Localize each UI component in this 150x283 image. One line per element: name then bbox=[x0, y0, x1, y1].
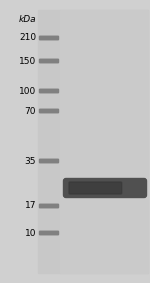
FancyBboxPatch shape bbox=[39, 159, 58, 163]
FancyBboxPatch shape bbox=[39, 89, 58, 93]
Text: 150: 150 bbox=[19, 57, 36, 65]
Text: 210: 210 bbox=[19, 33, 36, 42]
Text: 35: 35 bbox=[24, 156, 36, 166]
Text: 100: 100 bbox=[19, 87, 36, 95]
Text: 17: 17 bbox=[24, 201, 36, 211]
Bar bbox=[60, 10, 148, 273]
FancyBboxPatch shape bbox=[39, 231, 58, 235]
FancyBboxPatch shape bbox=[39, 59, 58, 63]
Text: 70: 70 bbox=[24, 106, 36, 115]
Text: kDa: kDa bbox=[18, 16, 36, 25]
FancyBboxPatch shape bbox=[63, 179, 147, 198]
FancyBboxPatch shape bbox=[69, 182, 122, 194]
FancyBboxPatch shape bbox=[39, 36, 58, 40]
Text: 10: 10 bbox=[24, 228, 36, 237]
FancyBboxPatch shape bbox=[39, 204, 58, 208]
Bar bbox=[38, 10, 148, 273]
FancyBboxPatch shape bbox=[39, 109, 58, 113]
